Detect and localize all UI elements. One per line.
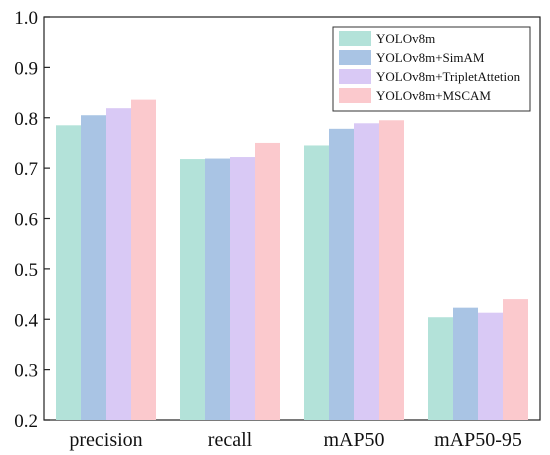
x-axis: precision recall mAP50 mAP50-95 (69, 429, 522, 451)
bar (106, 108, 131, 421)
x-tick-label: precision (69, 429, 142, 451)
x-tick-label: mAP50 (323, 429, 384, 451)
legend-label: YOLOv8m (376, 31, 435, 46)
legend-swatch (339, 31, 371, 46)
legend: YOLOv8m YOLOv8m+SimAM YOLOv8m+TripletAttet… (332, 26, 531, 112)
bar (304, 145, 329, 421)
bar (205, 158, 230, 420)
y-tick-label: 0.8 (14, 109, 38, 130)
bar (81, 115, 106, 420)
y-tick-label: 0.2 (14, 411, 38, 432)
bar (428, 317, 453, 420)
x-tick-label: recall (208, 429, 253, 451)
bar (329, 128, 354, 420)
y-tick-label: 0.6 (14, 210, 38, 231)
legend-label: YOLOv8m+MSCAM (376, 88, 491, 103)
y-axis: 0.2 0.3 0.4 0.5 0.6 0.7 0.8 0.9 1.0 (14, 8, 50, 432)
x-tick-label: mAP50-95 (434, 429, 522, 451)
bar (180, 159, 205, 420)
bar (131, 99, 156, 421)
bar (503, 299, 528, 420)
y-tick-label: 1.0 (14, 8, 38, 29)
legend-swatch (339, 69, 371, 84)
bar (230, 157, 255, 421)
bar (56, 125, 81, 421)
bar (453, 307, 478, 420)
bar (255, 142, 280, 420)
y-tick-label: 0.5 (14, 260, 38, 281)
legend-label: YOLOv8m+SimAM (376, 50, 485, 65)
legend-swatch (339, 88, 371, 103)
legend-label: YOLOv8m+TripletAttetion (376, 69, 521, 84)
bar (478, 312, 503, 420)
bars-group (56, 99, 528, 421)
y-tick-label: 0.7 (14, 159, 38, 180)
bar (379, 120, 404, 421)
y-tick-label: 0.3 (14, 361, 38, 382)
y-tick-label: 0.9 (14, 58, 38, 79)
legend-swatch (339, 50, 371, 65)
y-tick-label: 0.4 (14, 310, 38, 331)
bar (354, 123, 379, 420)
